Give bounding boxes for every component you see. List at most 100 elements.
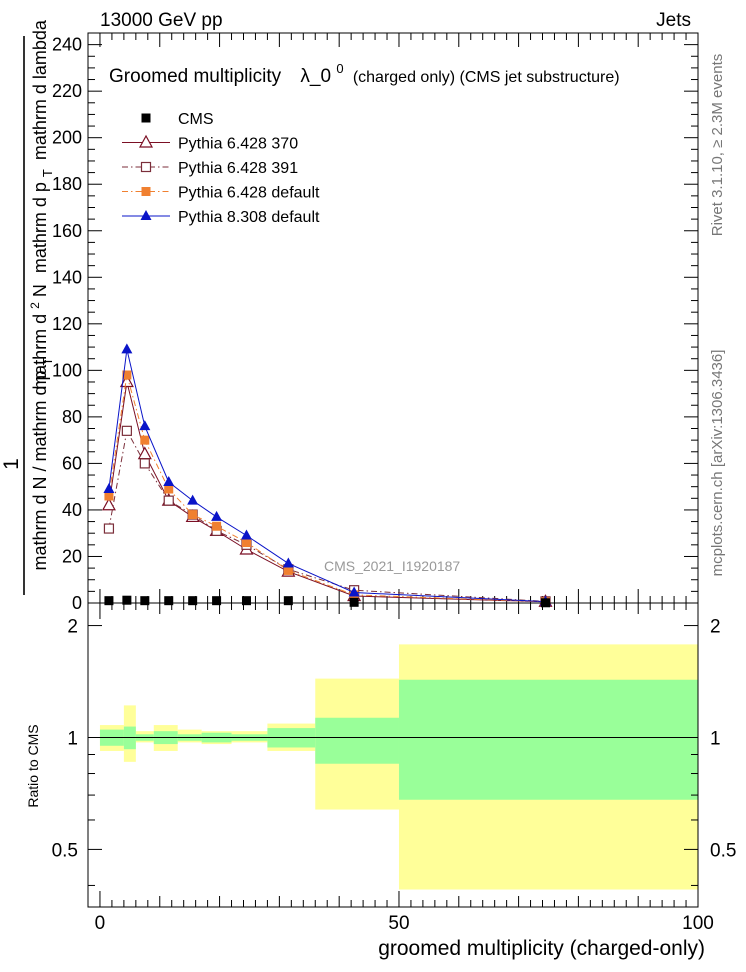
main-y-tick-label: 20: [62, 546, 82, 566]
data-point: [122, 595, 132, 605]
main-y-tick-label: 160: [52, 221, 82, 241]
watermark: CMS_2021_I1920187: [324, 558, 460, 574]
main-y-tick-label: 180: [52, 174, 82, 194]
ratio-y-tick-label-right: 1: [710, 728, 721, 749]
legend-entry: Pythia 6.428 default: [122, 185, 320, 202]
data-point: [121, 425, 132, 436]
ratio-band-inner: [315, 717, 399, 764]
data-point: [240, 529, 252, 540]
data-point: [188, 510, 198, 520]
mcplots-label: mcplots.cern.ch [arXiv:1306.3436]: [709, 350, 726, 577]
data-point: [104, 491, 114, 501]
main-title-sup: 0: [336, 61, 343, 76]
legend-label: CMS: [178, 111, 214, 128]
ratio-x-tick-label: 50: [388, 913, 409, 934]
main-y-tick-label: 120: [52, 314, 82, 334]
data-point: [119, 374, 134, 388]
data-point: [188, 596, 198, 606]
main-series: [101, 343, 553, 608]
data-point: [349, 597, 359, 607]
legend-marker: [141, 187, 151, 196]
data-point: [163, 476, 175, 487]
series-line: [108, 429, 546, 602]
data-point: [164, 484, 174, 494]
legend-label: Pythia 6.428 default: [178, 185, 320, 202]
data-point: [283, 596, 293, 606]
main-y-tick-labels: 0 20 40 60 80 100 120 140 160 180 200 220 240: [52, 35, 82, 613]
data-point: [348, 586, 360, 597]
main-y-tick-label: 140: [52, 267, 82, 287]
main-title-tail: (charged only) (CMS jet substructure): [353, 69, 620, 86]
data-point: [139, 458, 150, 469]
data-point: [140, 596, 150, 606]
data-point: [163, 495, 174, 506]
data-point: [187, 494, 199, 505]
ratio-y-tick-label: 1: [67, 728, 78, 749]
x-axis-label: groomed multiplicity (charged-only): [378, 937, 705, 960]
y-label-denominator: mathrm d N / mathrm d p T: [30, 357, 55, 570]
legend: CMS Pythia 6.428 370 Pythia 6.428 391 Pythi…: [122, 111, 320, 226]
ratio-panel: 0.5 0.5 1 1 2 2 0 50 100: [52, 602, 737, 934]
legend-entry: Pythia 6.428 391: [122, 160, 298, 177]
data-point: [139, 420, 151, 431]
y-label-denom-sub: T: [40, 357, 55, 365]
header-left: 13000 GeV pp: [100, 10, 223, 31]
main-y-tick-label: 240: [52, 35, 82, 55]
series-line: [108, 374, 546, 603]
legend-marker: [138, 134, 154, 148]
ratio-y-tick-labels: 0.5 0.5 1 1 2 2: [52, 617, 737, 862]
data-point: [282, 557, 294, 568]
series-line: [108, 381, 546, 603]
main-y-tick-label: 0: [72, 593, 82, 613]
legend-entry: CMS: [141, 111, 214, 128]
ratio-x-tick-label: 100: [682, 913, 714, 934]
legend-label: Pythia 8.308 default: [178, 209, 320, 226]
y-label-numer-line2-rest: mathrm d lambda: [30, 19, 50, 160]
data-point: [121, 343, 133, 354]
data-point: [211, 510, 223, 521]
y-label-numer-rest: N: [30, 284, 50, 297]
main-frame: [87, 32, 699, 604]
data-point: [212, 596, 222, 606]
y-label-numer-main: mathrm d: [30, 314, 50, 390]
series-line: [108, 349, 546, 603]
main-title-text: Groomed multiplicity: [109, 66, 282, 87]
data-point: [103, 523, 115, 534]
ratio-y-tick-label: 0.5: [52, 840, 78, 861]
main-y-tick-label: 80: [62, 407, 82, 427]
legend-label: Pythia 6.428 391: [178, 160, 298, 177]
ratio-band-inner: [398, 679, 698, 800]
data-point: [122, 370, 132, 380]
legend-marker: [140, 161, 152, 173]
main-y-tick-label: 40: [62, 500, 82, 520]
main-title: Groomed multiplicity λ_0 0 (charged only…: [109, 57, 620, 87]
data-point: [164, 596, 174, 606]
y-label-numerator: mathrm d 2 N mathrm d p T mathrm d lambd…: [23, 19, 56, 390]
y-label-numer-line2: mathrm d p: [30, 182, 50, 273]
rivet-label: Rivet 3.1.10, ≥ 2.3M events: [709, 54, 726, 237]
data-point: [101, 497, 116, 511]
legend-marker: [141, 113, 151, 123]
y-label-denom-main: mathrm d N / mathrm d p: [30, 370, 50, 570]
data-point: [103, 483, 115, 493]
data-point: [140, 435, 150, 445]
header-right: Jets: [656, 10, 691, 31]
data-point: [241, 596, 251, 606]
main-title-lambda: λ_0: [300, 66, 331, 87]
main-y-tick-label: 60: [62, 453, 82, 473]
main-panel: 0 20 40 60 80 100 120 140 160 180 200 220 240 Groome…: [52, 32, 699, 613]
main-y-tick-label: 220: [52, 81, 82, 101]
main-y-tick-label: 100: [52, 360, 82, 380]
ratio-y-tick-label-right: 0.5: [710, 840, 736, 861]
main-y-axis-label: 1 mathrm d N / mathrm d p T mathrm d 2 N…: [0, 19, 56, 595]
legend-entry: Pythia 8.308 default: [122, 209, 320, 226]
data-point: [283, 565, 293, 575]
ratio-y-tick-label: 2: [67, 617, 78, 638]
series-4: [103, 343, 551, 606]
y-label-numer-sup: 2: [28, 302, 42, 309]
ratio-y-axis-label: Ratio to CMS: [25, 724, 41, 807]
ratio-x-tick-label: 0: [95, 913, 106, 934]
legend-label: Pythia 6.428 370: [178, 136, 298, 153]
data-point: [241, 538, 251, 548]
legend-entry: Pythia 6.428 370: [122, 134, 298, 153]
